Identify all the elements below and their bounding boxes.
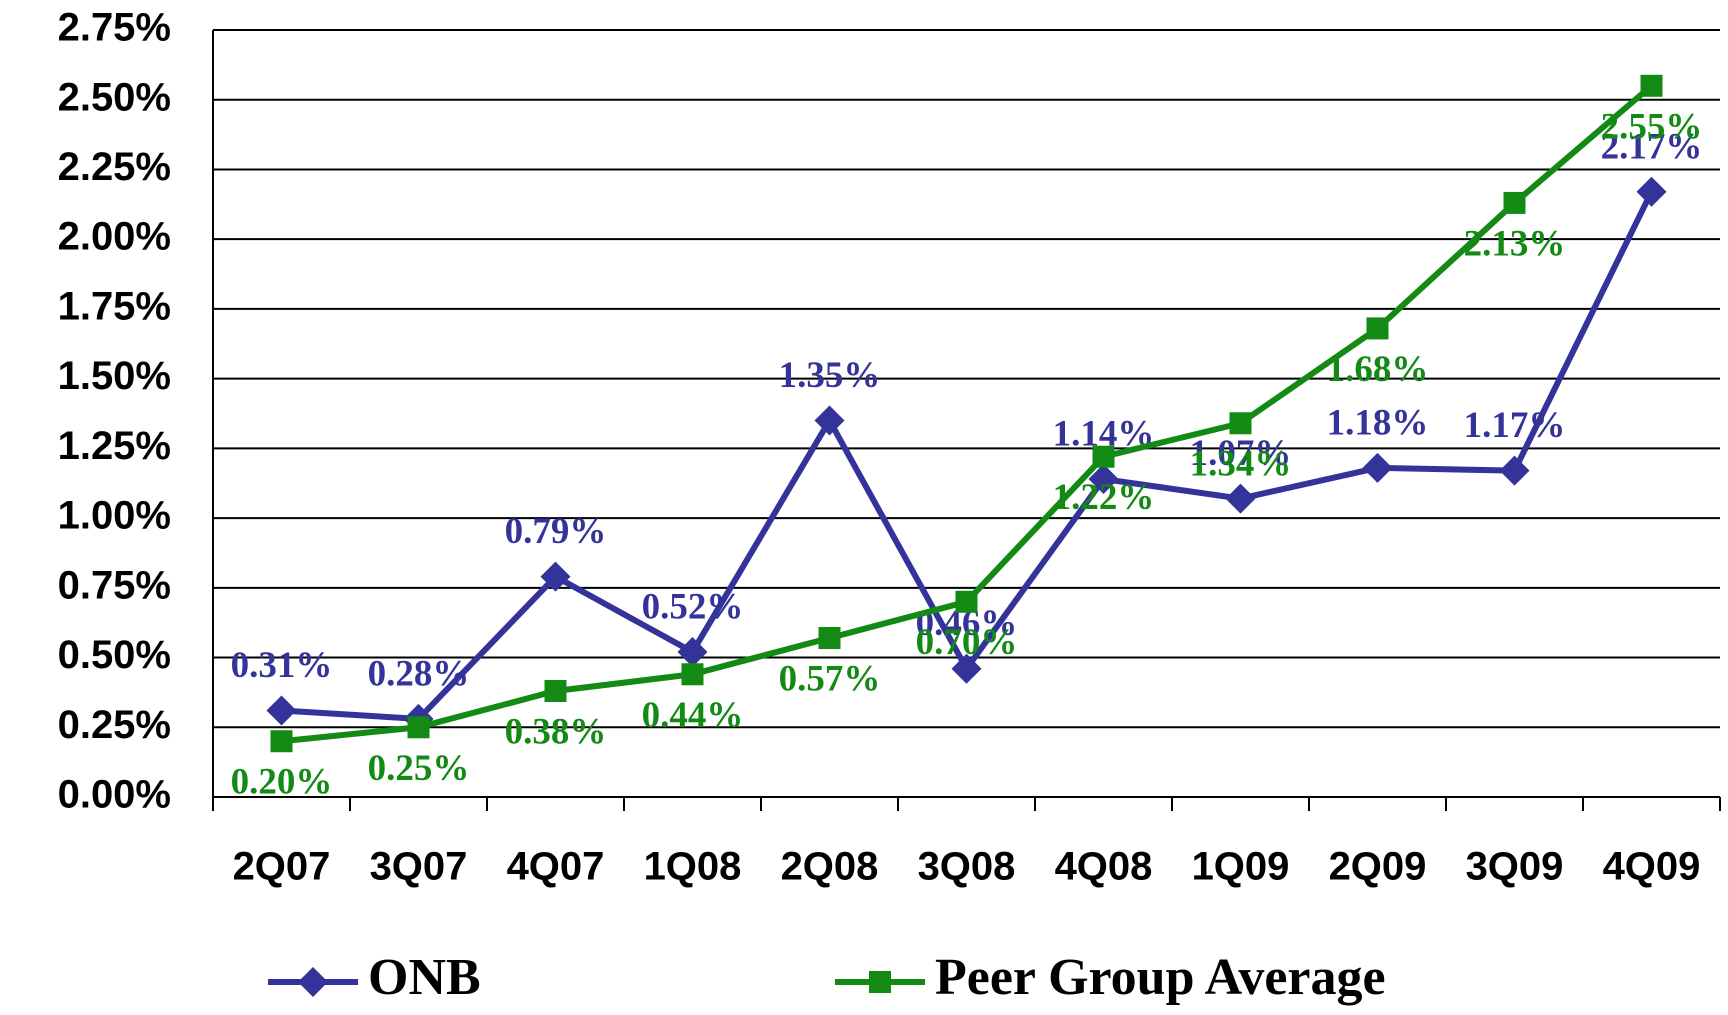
- y-tick-label: 0.75%: [58, 563, 171, 607]
- point: [1499, 455, 1530, 486]
- data-label: 0.70%: [916, 622, 1018, 663]
- data-label: 2.55%: [1601, 106, 1703, 147]
- data-label: 2.13%: [1464, 223, 1566, 264]
- data-label: 1.22%: [1053, 477, 1155, 518]
- data-label: 0.31%: [231, 645, 333, 686]
- x-tick-label: 1Q09: [1192, 845, 1290, 889]
- legend-marker: [298, 967, 328, 997]
- x-tick-label: 4Q08: [1055, 845, 1153, 889]
- data-label: 0.52%: [642, 586, 744, 627]
- x-tick-label: 3Q08: [918, 845, 1016, 889]
- data-label: 0.28%: [368, 653, 470, 694]
- point: [1088, 464, 1119, 495]
- data-label: 1.17%: [1464, 405, 1566, 446]
- point: [407, 716, 430, 739]
- y-tick-label: 0.25%: [58, 703, 171, 747]
- x-tick-label: 2Q09: [1329, 845, 1427, 889]
- y-tick-label: 2.50%: [58, 75, 171, 119]
- data-label: 1.35%: [779, 355, 881, 396]
- point: [955, 590, 978, 613]
- x-tick-label: 1Q08: [644, 845, 742, 889]
- point: [1640, 74, 1663, 97]
- legend-marker: [869, 971, 891, 993]
- point: [1503, 191, 1526, 214]
- y-tick-label: 1.75%: [58, 284, 171, 328]
- data-label: 0.44%: [642, 695, 744, 736]
- point: [1229, 412, 1252, 435]
- y-tick-label: 0.50%: [58, 633, 171, 677]
- data-label: 1.68%: [1327, 349, 1429, 390]
- point: [544, 680, 567, 703]
- x-tick-label: 2Q08: [781, 845, 879, 889]
- y-tick-label: 2.00%: [58, 215, 171, 259]
- data-label: 0.25%: [368, 748, 470, 789]
- x-tick-label: 4Q07: [507, 845, 605, 889]
- point: [677, 636, 708, 667]
- x-tick-label: 3Q07: [370, 845, 468, 889]
- point: [1092, 445, 1115, 468]
- data-label: 1.18%: [1327, 402, 1429, 443]
- point: [266, 695, 297, 726]
- legend-label: Peer Group Average: [935, 949, 1386, 1006]
- data-label: 1.34%: [1190, 444, 1292, 485]
- point: [270, 730, 293, 753]
- y-tick-label: 1.50%: [58, 354, 171, 398]
- point: [818, 627, 841, 650]
- x-tick-label: 3Q09: [1466, 845, 1564, 889]
- y-tick-label: 1.00%: [58, 494, 171, 538]
- point: [1366, 317, 1389, 340]
- data-label: 0.38%: [505, 711, 607, 752]
- point: [540, 561, 571, 592]
- data-label: 0.20%: [231, 762, 333, 803]
- point: [1225, 483, 1256, 514]
- point: [951, 653, 982, 684]
- y-tick-label: 2.25%: [58, 145, 171, 189]
- point: [1362, 452, 1393, 483]
- y-tick-label: 1.25%: [58, 424, 171, 468]
- point: [681, 663, 704, 686]
- point: [1636, 176, 1667, 207]
- data-label: 0.79%: [505, 511, 607, 552]
- data-label: 0.57%: [779, 659, 881, 700]
- x-tick-label: 4Q09: [1603, 845, 1701, 889]
- x-tick-label: 2Q07: [233, 845, 331, 889]
- point: [814, 405, 845, 436]
- y-tick-label: 0.00%: [58, 773, 171, 817]
- data-label: 1.07%: [1190, 433, 1292, 474]
- data-label: 2.17%: [1601, 126, 1703, 167]
- legend-label: ONB: [368, 949, 481, 1006]
- y-tick-label: 2.75%: [58, 6, 171, 50]
